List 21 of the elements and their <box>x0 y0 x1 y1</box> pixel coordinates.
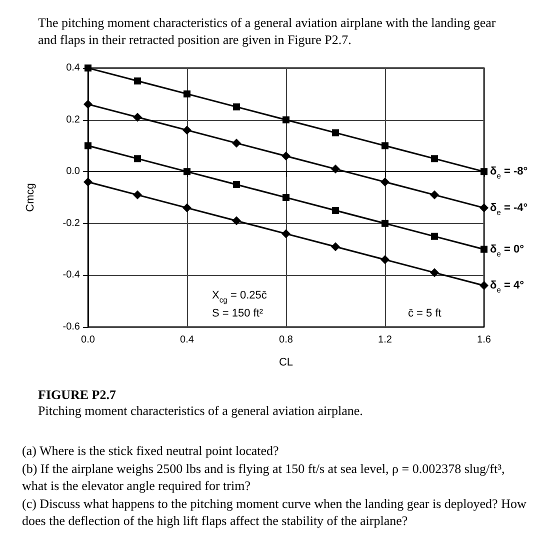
text: (a) Where is the stick fixed neutral point located? <box>22 443 279 458</box>
y-tick-label: -0.2 <box>62 218 80 229</box>
y-tick-label: 0.0 <box>66 166 80 178</box>
x-tick-label: 0.0 <box>81 334 96 346</box>
caption: FIGURE P2.7 <box>38 387 116 402</box>
annotation: c̄ = 5 ft <box>408 308 442 320</box>
x-tick-label: 1.2 <box>378 334 392 346</box>
annotation: S = 150 ft² <box>212 308 264 320</box>
y-tick-label: -0.4 <box>62 270 80 281</box>
text: Pitching moment characteristics of a general aviation airplane. <box>38 403 363 418</box>
text: (b) If the airplane weighs 2500 lbs and is flying at 150 ft/s at sea level, ρ = 0.002378 slug/ft³, what is the elevator angle required for trim? <box>22 461 508 493</box>
text: (c) Discuss what happens to the pitching moment curve when the landing gear is deployed? How does the deflection of the high lift flaps affect the stability of the airplane? <box>22 496 530 528</box>
y-tick-label: 0.4 <box>66 62 80 74</box>
x-tick-label: 0.4 <box>180 334 194 346</box>
x-tick-label: 1.6 <box>477 334 492 346</box>
y-axis-title: Cmcg <box>24 183 36 212</box>
x-axis-title: CL <box>278 356 294 368</box>
y-tick-label: -0.6 <box>62 322 80 332</box>
x-tick-label: 0.8 <box>279 334 294 346</box>
chart-title: The pitching moment characteristics of a general aviation airplane with the landing gear and flaps in their retracted position are given in Figure P2.7. <box>38 15 499 47</box>
y-tick-label: 0.2 <box>66 114 80 126</box>
